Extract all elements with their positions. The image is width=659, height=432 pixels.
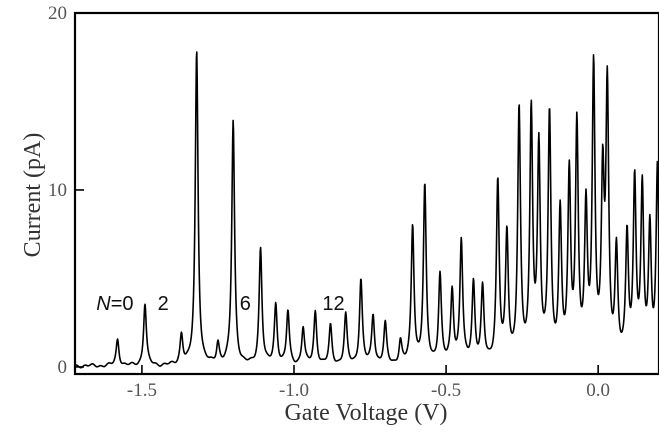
x-tick-label: 0.0 — [586, 380, 610, 401]
y-tick-label: 0 — [58, 357, 68, 378]
x-tick-label: -0.5 — [431, 380, 461, 401]
electron-count-label-n0: N=0 — [96, 293, 133, 315]
plot-area: 0 10 20 -1.5 -1.0 -0.5 0.0 — [48, 3, 659, 401]
electron-count-symbol: N — [96, 293, 111, 315]
x-axis-label: Gate Voltage (V) — [284, 400, 447, 426]
electron-count-label-6: 6 — [240, 293, 251, 315]
y-tick-label: 10 — [48, 180, 67, 201]
electron-count-value: =0 — [111, 293, 134, 315]
electron-count-label-2: 2 — [158, 293, 169, 315]
y-tick-label: 20 — [48, 3, 67, 24]
x-tick-label: -1.5 — [127, 380, 157, 401]
x-tick-label: -1.0 — [279, 380, 309, 401]
electron-count-label-12: 12 — [322, 293, 344, 315]
current-trace — [74, 51, 659, 369]
y-axis-label: Current (pA) — [20, 133, 46, 258]
plot-frame — [73, 11, 659, 376]
